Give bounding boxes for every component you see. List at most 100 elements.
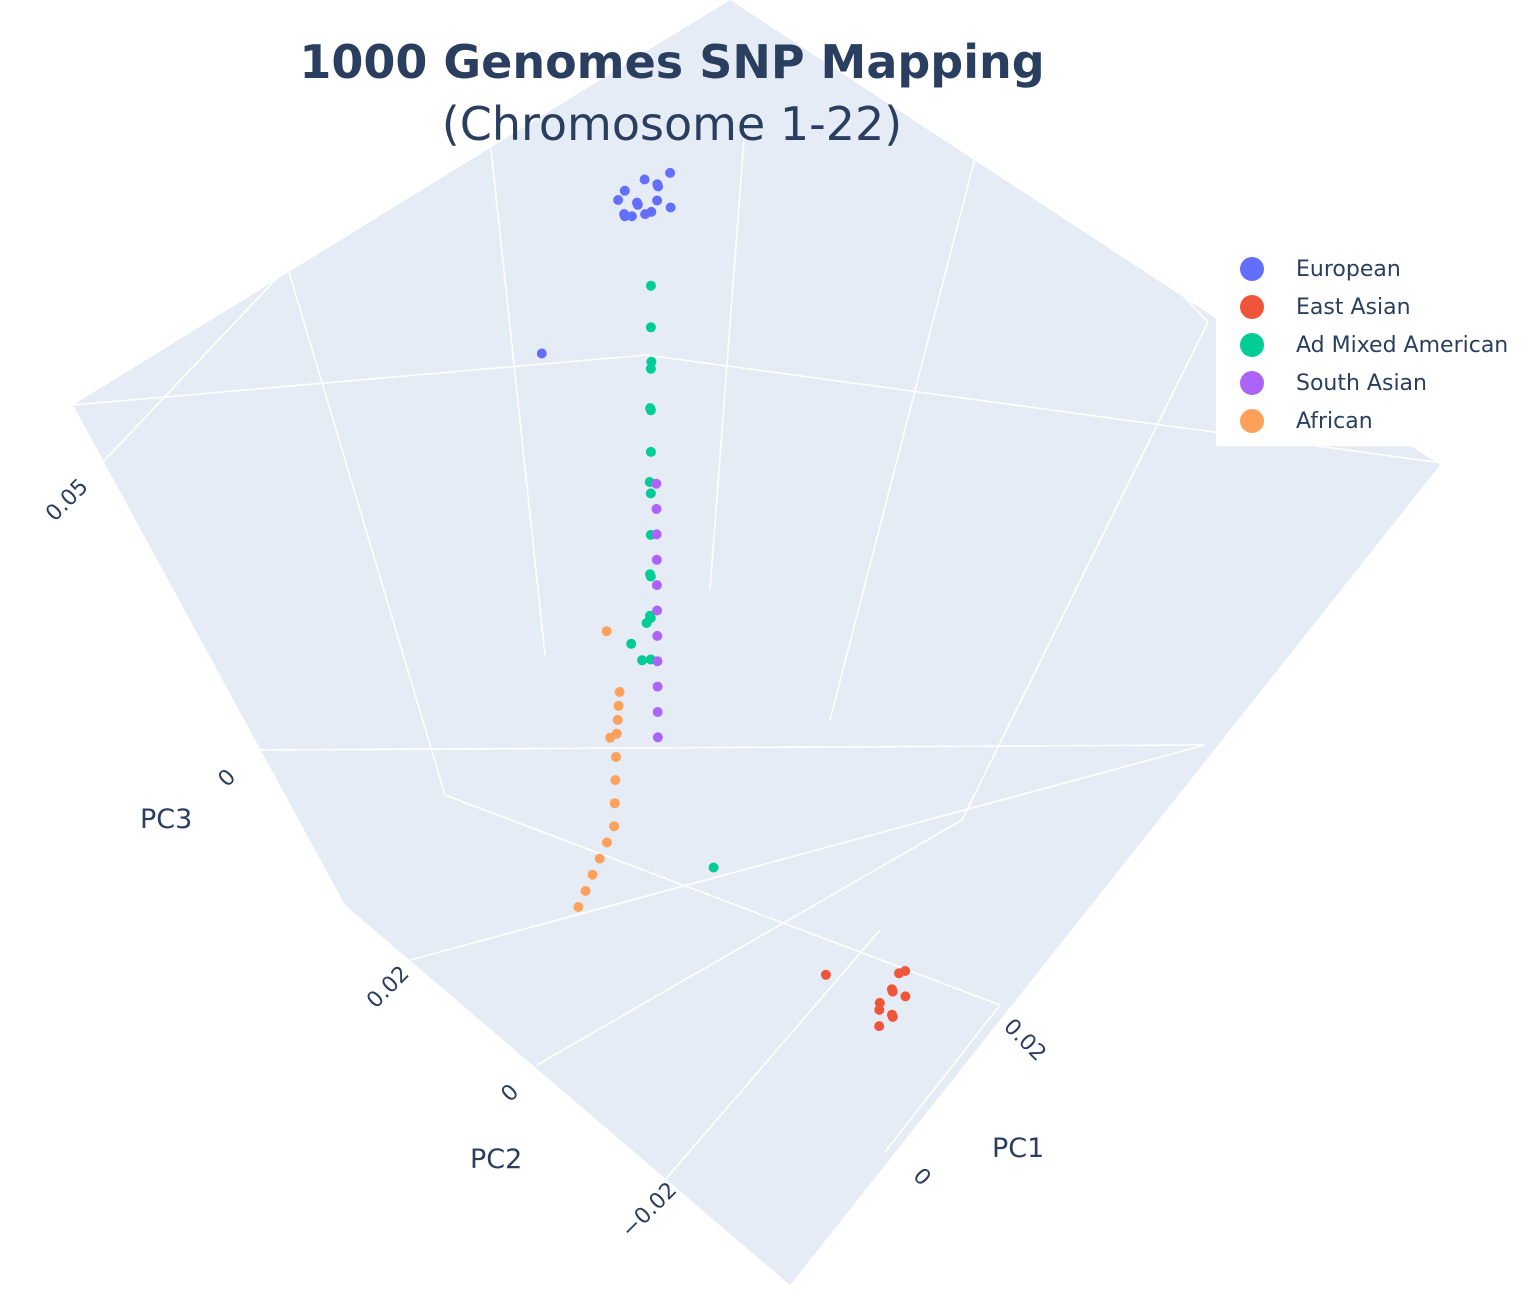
data-point[interactable] bbox=[652, 681, 663, 692]
data-point[interactable] bbox=[651, 554, 662, 565]
data-point[interactable] bbox=[665, 202, 676, 213]
data-point[interactable] bbox=[536, 348, 547, 359]
data-point[interactable] bbox=[652, 732, 663, 743]
chart-subtitle: (Chromosome 1-22) bbox=[442, 97, 902, 151]
data-point[interactable] bbox=[619, 209, 630, 219]
gridline bbox=[961, 321, 1209, 821]
legend-item-ad-mixed-american[interactable]: Ad Mixed American bbox=[1240, 330, 1508, 360]
series-south-asian bbox=[651, 478, 663, 743]
gridline bbox=[709, 124, 746, 591]
data-point[interactable] bbox=[645, 488, 656, 499]
data-point[interactable] bbox=[580, 885, 591, 896]
data-point[interactable] bbox=[645, 403, 656, 414]
chart-title: 1000 Genomes SNP Mapping bbox=[299, 35, 1044, 89]
tick-pc1-0.02: 0.02 bbox=[998, 1014, 1050, 1066]
gridline bbox=[664, 929, 881, 1181]
data-point[interactable] bbox=[708, 862, 719, 873]
data-point[interactable] bbox=[641, 618, 652, 628]
data-point[interactable] bbox=[605, 732, 616, 743]
gridline bbox=[536, 819, 963, 1066]
chart-title-group: 1000 Genomes SNP Mapping (Chromosome 1-2… bbox=[299, 35, 1044, 151]
data-point[interactable] bbox=[601, 626, 612, 637]
data-point[interactable] bbox=[645, 569, 655, 580]
data-point[interactable] bbox=[665, 167, 676, 178]
data-point[interactable] bbox=[900, 991, 911, 1002]
data-point[interactable] bbox=[894, 968, 904, 979]
legend-item-east-asian[interactable]: East Asian bbox=[1240, 292, 1411, 322]
data-point[interactable] bbox=[645, 280, 656, 291]
data-point[interactable] bbox=[614, 687, 625, 697]
gridline bbox=[102, 0, 541, 463]
legend-swatch bbox=[1240, 409, 1264, 433]
tick-pc2-0: 0 bbox=[497, 1080, 525, 1108]
data-point[interactable] bbox=[874, 1021, 885, 1032]
axis-title-pc3: PC3 bbox=[140, 804, 192, 835]
data-point[interactable] bbox=[612, 714, 623, 725]
legend-swatch bbox=[1240, 257, 1264, 281]
legend-swatch bbox=[1240, 333, 1264, 357]
tick-pc2-0.02: 0.02 bbox=[362, 961, 414, 1013]
tick-pc3-0: 0 bbox=[214, 765, 242, 793]
data-point[interactable] bbox=[646, 356, 657, 367]
wall-left bbox=[73, 0, 730, 905]
data-point[interactable] bbox=[639, 174, 650, 185]
data-point[interactable] bbox=[594, 853, 605, 864]
data-point[interactable] bbox=[613, 195, 624, 205]
data-point[interactable] bbox=[626, 211, 637, 222]
legend-item-south-asian[interactable]: South Asian bbox=[1240, 368, 1427, 398]
legend-label: East Asian bbox=[1296, 294, 1411, 320]
data-point[interactable] bbox=[887, 986, 898, 997]
data-point[interactable] bbox=[645, 322, 656, 333]
data-point[interactable] bbox=[651, 478, 662, 489]
data-point[interactable] bbox=[637, 655, 648, 666]
data-point[interactable] bbox=[652, 707, 663, 717]
data-point[interactable] bbox=[651, 504, 662, 514]
data-point[interactable] bbox=[610, 775, 621, 786]
data-point[interactable] bbox=[652, 656, 663, 667]
data-point[interactable] bbox=[652, 195, 663, 206]
legend-label: Ad Mixed American bbox=[1296, 332, 1509, 358]
data-point[interactable] bbox=[609, 821, 620, 832]
data-point[interactable] bbox=[651, 580, 662, 591]
series-african bbox=[573, 626, 625, 912]
data-point[interactable] bbox=[611, 751, 621, 762]
data-point[interactable] bbox=[651, 529, 662, 540]
data-point[interactable] bbox=[601, 837, 612, 848]
gridline bbox=[489, 139, 546, 656]
gridline bbox=[72, 354, 647, 406]
legend-label: South Asian bbox=[1296, 370, 1427, 396]
data-point[interactable] bbox=[645, 446, 656, 457]
data-point[interactable] bbox=[652, 630, 663, 641]
data-point[interactable] bbox=[646, 206, 657, 217]
data-point[interactable] bbox=[652, 605, 663, 616]
data-points bbox=[536, 167, 911, 1032]
scene-gridlines bbox=[72, 0, 1436, 1181]
data-point[interactable] bbox=[632, 197, 642, 208]
gridline bbox=[274, 224, 446, 796]
data-point[interactable] bbox=[626, 638, 637, 649]
legend: European East Asian Ad Mixed American So… bbox=[1216, 246, 1536, 446]
legend-swatch bbox=[1240, 371, 1264, 395]
wall-right bbox=[646, 0, 1440, 1285]
data-point[interactable] bbox=[587, 869, 598, 880]
legend-swatch bbox=[1240, 295, 1264, 319]
data-point[interactable] bbox=[613, 700, 624, 711]
gridline bbox=[919, 19, 1209, 323]
legend-item-european[interactable]: European bbox=[1240, 254, 1401, 284]
data-point[interactable] bbox=[619, 185, 630, 196]
data-point[interactable] bbox=[653, 181, 664, 192]
gridline bbox=[409, 744, 1206, 961]
legend-item-african[interactable]: African bbox=[1240, 406, 1373, 436]
series-east-asian bbox=[820, 966, 911, 1032]
legend-label: African bbox=[1296, 408, 1373, 434]
data-point[interactable] bbox=[820, 969, 831, 980]
series-european bbox=[536, 167, 676, 359]
tick-pc2-neg0.02: −0.02 bbox=[617, 1178, 682, 1243]
data-point[interactable] bbox=[874, 1004, 885, 1015]
data-point[interactable] bbox=[573, 902, 584, 912]
legend-label: European bbox=[1296, 256, 1401, 282]
data-point[interactable] bbox=[887, 1011, 898, 1022]
scene-walls bbox=[73, 0, 1440, 1285]
data-point[interactable] bbox=[609, 798, 620, 809]
